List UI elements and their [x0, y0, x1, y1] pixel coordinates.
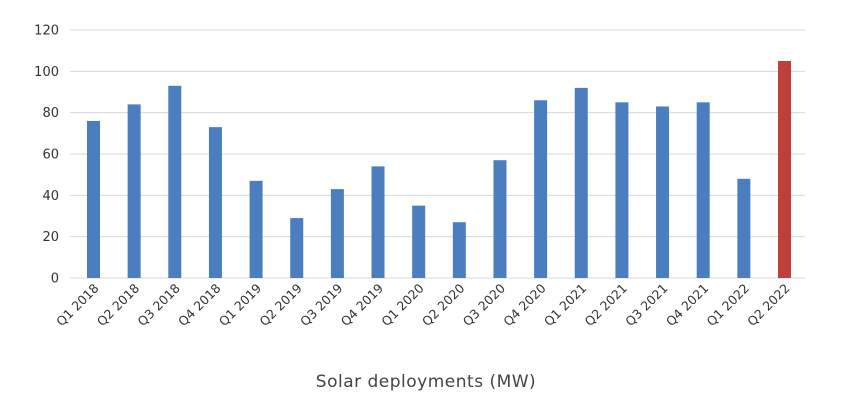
- bars: [87, 61, 791, 279]
- bar-q3-2020: [493, 160, 507, 278]
- bar-q1-2020: [412, 205, 426, 278]
- bar-q1-2022: [737, 178, 751, 278]
- bar-q3-2021: [656, 106, 670, 278]
- x-tick-label: Q1 2020: [378, 280, 427, 329]
- x-tick-label: Q2 2022: [744, 281, 792, 329]
- bar-q3-2019: [330, 189, 344, 278]
- bar-q1-2019: [249, 180, 263, 278]
- x-tick-label: Q1 2018: [53, 280, 102, 329]
- y-tick-label: 60: [42, 148, 59, 163]
- x-tick-label: Q4 2019: [338, 280, 387, 329]
- bar-q3-2018: [168, 85, 182, 278]
- y-tick-label: 80: [42, 106, 59, 121]
- bar-q4-2019: [371, 166, 385, 278]
- y-axis-ticks: 0 20 40 60 80 100 120: [34, 24, 59, 287]
- x-tick-label: Q1 2022: [703, 281, 751, 329]
- x-tick-label: Q1 2021: [541, 281, 589, 329]
- x-tick-label: Q2 2019: [256, 280, 305, 329]
- bar-q2-2020: [452, 222, 466, 278]
- x-tick-label: Q4 2021: [663, 281, 711, 329]
- bar-q4-2020: [534, 100, 548, 279]
- y-tick-label: 0: [51, 272, 59, 287]
- bar-q2-2021: [615, 102, 629, 278]
- x-tick-label: Q3 2018: [134, 280, 183, 329]
- y-tick-label: 120: [34, 24, 59, 39]
- bar-q1-2018: [87, 120, 100, 278]
- x-tick-label: Q4 2018: [175, 280, 224, 329]
- x-tick-label: Q3 2020: [460, 280, 509, 329]
- bar-q2-2022: [778, 61, 791, 278]
- x-tick-label: Q3 2019: [297, 280, 346, 329]
- y-tick-label: 40: [42, 189, 59, 204]
- x-tick-label: Q1 2019: [216, 280, 265, 329]
- y-tick-label: 100: [34, 65, 59, 80]
- grid-lines: [70, 29, 805, 279]
- x-tick-label: Q4 2020: [500, 280, 549, 329]
- bar-q4-2018: [208, 127, 222, 278]
- y-tick-label: 20: [42, 230, 59, 245]
- bar-q1-2021: [574, 87, 588, 278]
- bar-q2-2018: [127, 104, 141, 279]
- x-tick-label: Q2 2020: [419, 280, 468, 329]
- bar-q2-2019: [290, 218, 304, 278]
- x-tick-label: Q2 2021: [582, 281, 630, 329]
- x-tick-label: Q2 2018: [94, 280, 143, 329]
- bar-q4-2021: [696, 102, 710, 278]
- x-axis-label: Solar deployments (MW): [316, 372, 536, 392]
- x-tick-label: Q3 2021: [622, 281, 670, 329]
